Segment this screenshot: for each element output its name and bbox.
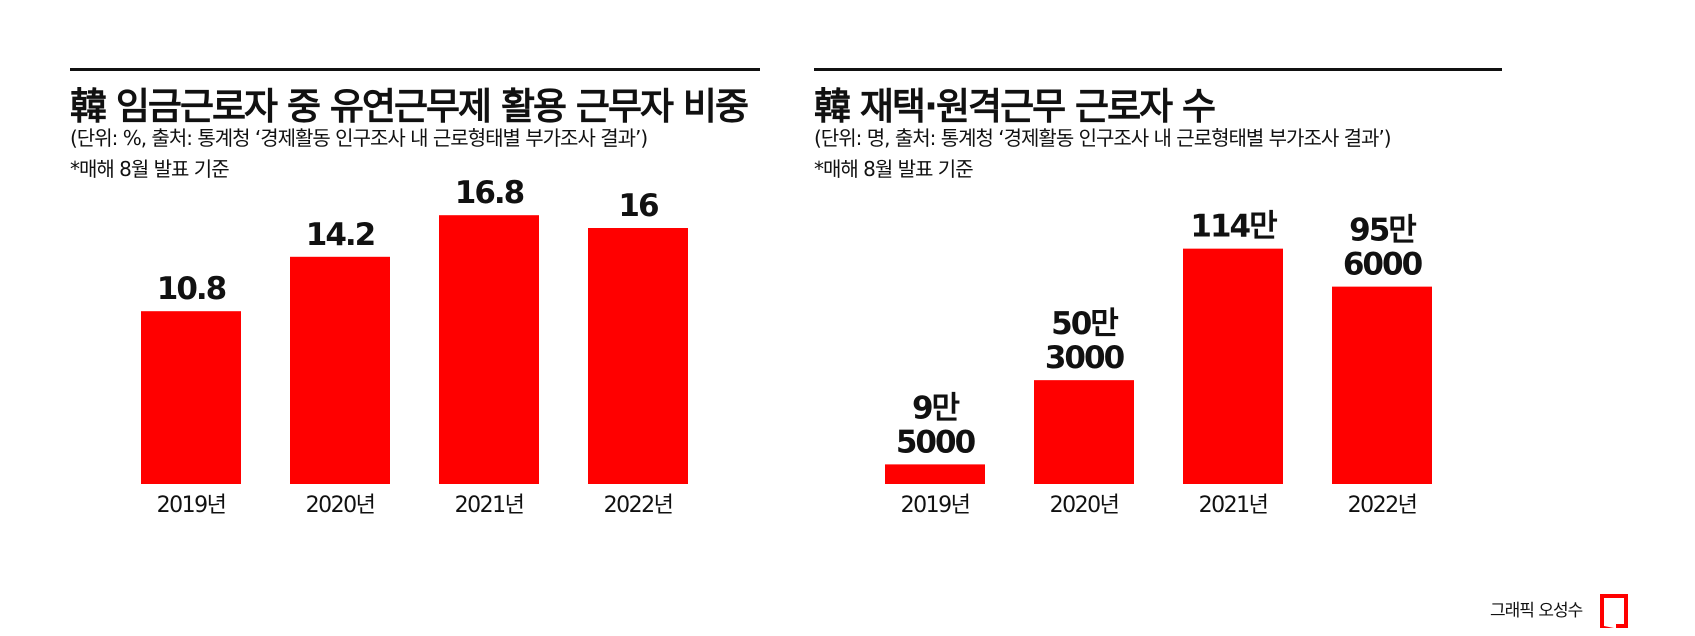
left-value-label-2-0: 16.8 [455,175,524,211]
left-category-label-0: 2019년 [157,493,226,518]
chart-subtitle-right: (단위: 명, 출처: 통계청 ‘경제활동 인구조사 내 근로형태별 부가조사 … [814,126,1392,150]
left-category-label-2: 2021년 [455,493,524,518]
left-category-label-1: 2020년 [306,493,375,518]
right-category-label-1: 2020년 [1050,493,1119,518]
right-value-label-3-0: 95만 [1349,213,1416,249]
right-value-label-2-0: 114만 [1190,209,1277,245]
left-value-label-1-0: 14.2 [306,217,375,253]
publisher-logo-icon [1600,594,1628,628]
left-value-label-3-0: 16 [618,188,658,224]
right-bar-3 [1332,286,1432,484]
right-value-label-0-0: 9만 [912,390,960,426]
left-bar-2 [439,215,539,484]
right-value-label-1-0: 50만 [1051,306,1118,342]
right-category-label-3: 2022년 [1348,493,1417,518]
right-category-label-2: 2021년 [1199,493,1268,518]
chart-note-left: *매해 8월 발표 기준 [70,157,230,181]
graphic-credit: 그래픽 오성수 [1490,601,1583,621]
right-bar-0 [885,464,985,484]
chart-note-right: *매해 8월 발표 기준 [814,157,974,181]
chart-subtitle-left: (단위: %, 출처: 통계청 ‘경제활동 인구조사 내 근로형태별 부가조사 … [70,126,648,150]
chart-title-right: 韓 재택·원격근무 근로자 수 [814,85,1216,128]
left-value-label-0-0: 10.8 [157,271,226,307]
right-value-label-3-1: 6000 [1343,247,1423,283]
chart-title-left: 韓 임금근로자 중 유연근무제 활용 근무자 비중 [70,85,749,128]
title-rule-left [70,68,760,71]
right-bar-1 [1034,380,1134,484]
right-category-label-0: 2019년 [901,493,970,518]
right-value-label-1-1: 3000 [1045,340,1125,376]
right-value-label-0-1: 5000 [896,424,976,460]
left-chart-panel: 韓 임금근로자 중 유연근무제 활용 근무자 비중 (단위: %, 출처: 통계… [0,0,760,560]
right-chart-panel: 韓 재택·원격근무 근로자 수 (단위: 명, 출처: 통계청 ‘경제활동 인구… [0,0,1502,560]
title-rule-right [814,68,1502,71]
right-bar-2 [1183,248,1283,484]
left-bar-0 [141,311,241,484]
left-category-label-3: 2022년 [604,493,673,518]
left-bar-1 [290,256,390,484]
left-bar-3 [588,228,688,484]
